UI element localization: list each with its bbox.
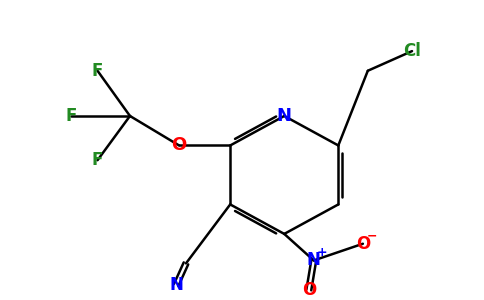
Text: F: F bbox=[92, 151, 103, 169]
Text: O: O bbox=[302, 281, 316, 299]
Text: N: N bbox=[307, 251, 321, 269]
Text: N: N bbox=[169, 276, 183, 294]
Text: +: + bbox=[317, 246, 327, 259]
Text: F: F bbox=[65, 107, 76, 125]
Text: N: N bbox=[277, 107, 292, 125]
Text: Cl: Cl bbox=[403, 42, 421, 60]
Text: O: O bbox=[171, 136, 187, 154]
Text: F: F bbox=[92, 62, 103, 80]
Text: −: − bbox=[366, 230, 377, 242]
Text: O: O bbox=[356, 235, 370, 253]
